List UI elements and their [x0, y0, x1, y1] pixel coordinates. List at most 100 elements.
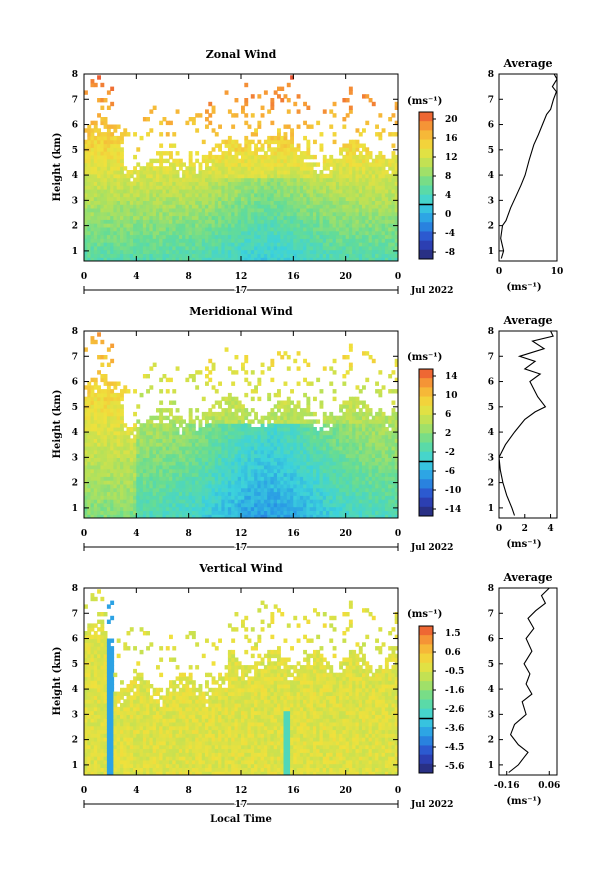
heatmap-cell — [110, 158, 115, 164]
heatmap-cell — [126, 253, 131, 258]
heatmap-cell — [106, 495, 111, 500]
heatmap-cell — [172, 430, 177, 436]
heatmap-cell — [100, 238, 105, 243]
heatmap-cell — [280, 249, 285, 254]
heatmap-cell — [159, 219, 164, 224]
heatmap-cell — [316, 257, 321, 261]
heatmap-cell — [221, 151, 226, 156]
heatmap-cell — [394, 177, 398, 182]
heatmap-cell — [339, 257, 343, 261]
heatmap-cell — [90, 404, 95, 409]
heatmap-cell — [90, 192, 95, 198]
heatmap-cell — [231, 230, 236, 236]
heatmap-cell — [178, 257, 183, 261]
heatmap-cell — [159, 510, 164, 515]
heatmap-cell — [378, 166, 383, 171]
heatmap-cell — [283, 499, 288, 504]
heatmap-cell — [270, 120, 275, 126]
heatmap-cell — [93, 476, 98, 481]
heatmap-cell — [241, 453, 245, 458]
heatmap-cell — [100, 438, 105, 443]
heatmap-cell — [84, 253, 88, 258]
heatmap-cell — [322, 189, 327, 194]
heatmap-cell — [97, 162, 101, 167]
heatmap-cell — [270, 101, 275, 107]
heatmap-cell — [116, 154, 121, 160]
heatmap-cell — [234, 143, 239, 148]
heatmap-cell — [188, 374, 193, 379]
heatmap-cell — [273, 510, 278, 515]
heatmap-cell — [348, 200, 353, 205]
heatmap-cell — [93, 514, 98, 518]
heatmap-cell — [221, 215, 226, 220]
heatmap-cell — [113, 219, 118, 224]
heatmap-cell — [358, 200, 363, 205]
heatmap-cell — [126, 487, 131, 493]
heatmap-cell — [87, 230, 92, 236]
heatmap-cell — [244, 215, 249, 220]
heatmap-cell — [326, 177, 330, 182]
heatmap-cell — [263, 238, 268, 243]
heatmap-cell — [237, 204, 242, 209]
heatmap-cell — [195, 408, 200, 413]
heatmap-cell — [355, 238, 360, 243]
heatmap-cell — [250, 499, 255, 504]
heatmap-cell — [254, 446, 258, 451]
heatmap-cell — [234, 226, 239, 232]
heatmap-cell — [381, 162, 386, 167]
heatmap-cell — [355, 185, 360, 190]
heatmap-cell — [201, 510, 206, 515]
heatmap-cell — [165, 389, 170, 394]
heatmap-cell — [378, 253, 383, 258]
heatmap-cell — [172, 514, 177, 518]
heatmap-cell — [129, 196, 134, 201]
heatmap-cell — [165, 151, 170, 156]
heatmap-cell — [378, 200, 383, 205]
heatmap-cell — [375, 253, 379, 258]
heatmap-cell — [358, 143, 363, 148]
heatmap-cell — [90, 230, 95, 236]
heatmap-cell — [221, 411, 226, 417]
heatmap-cell — [169, 499, 173, 504]
heatmap-cell — [146, 238, 150, 243]
heatmap-cell — [257, 226, 262, 232]
heatmap-cell — [234, 457, 239, 462]
heatmap-cell — [185, 173, 190, 179]
heatmap-cell — [191, 480, 196, 485]
heatmap-cell — [93, 151, 98, 156]
heatmap-cell — [375, 170, 379, 175]
heatmap-cell — [260, 173, 265, 179]
heatmap-cell — [113, 396, 118, 402]
heatmap-cell — [250, 257, 255, 261]
heatmap-cell — [231, 453, 236, 458]
heatmap-cell — [352, 158, 357, 164]
heatmap-cell — [270, 151, 275, 156]
heatmap-cell — [149, 480, 154, 485]
heatmap-cell — [97, 483, 101, 489]
heatmap-cell — [296, 147, 301, 152]
heatmap-cell — [185, 491, 190, 496]
heatmap-cell — [159, 242, 164, 247]
heatmap-cell — [283, 215, 288, 220]
heatmap-cell — [293, 211, 298, 217]
heatmap-cell — [87, 483, 92, 489]
heatmap-cell — [106, 257, 111, 261]
heatmap-cell — [211, 446, 216, 451]
heatmap-cell — [224, 480, 229, 485]
heatmap-cell — [129, 472, 134, 477]
heatmap-cell — [198, 185, 203, 190]
heatmap-cell — [231, 446, 236, 451]
heatmap-cell — [286, 472, 291, 477]
heatmap-cell — [211, 223, 216, 228]
heatmap-cell — [237, 242, 242, 247]
heatmap-cell — [90, 442, 95, 447]
heatmap-cell — [129, 204, 134, 209]
heatmap-cell — [375, 132, 379, 137]
heatmap-cell — [273, 404, 278, 409]
heatmap-cell — [286, 483, 291, 489]
heatmap-cell — [224, 139, 229, 145]
heatmap-cell — [280, 514, 285, 518]
heatmap-cell — [133, 132, 137, 137]
heatmap-cell — [90, 461, 95, 466]
heatmap-cell — [224, 223, 229, 228]
